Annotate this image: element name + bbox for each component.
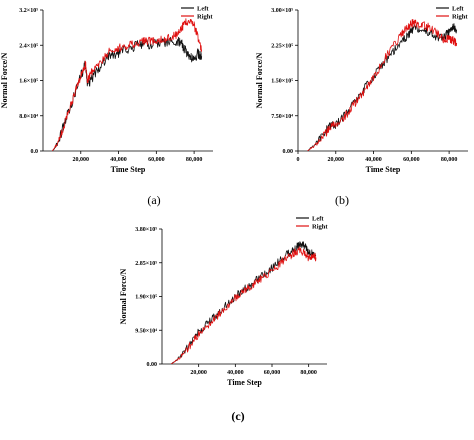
x-axis-title: Time Step xyxy=(227,378,262,387)
y-tick-label: 7.50×10⁴ xyxy=(271,114,293,120)
x-tick-label: 20,000 xyxy=(190,370,207,376)
legend-label-right: Right xyxy=(452,13,468,20)
series-line-left xyxy=(307,23,458,151)
x-tick-label: 60,000 xyxy=(148,157,165,163)
y-axis-title: Normal Force/N xyxy=(255,52,264,108)
y-tick-label: 1.90×10⁵ xyxy=(135,295,157,301)
x-tick-label: 80,000 xyxy=(441,157,458,163)
panel-caption: (c) xyxy=(231,409,244,423)
y-tick-label: 9.50×10⁴ xyxy=(135,328,157,334)
y-tick-label: 3.80×10⁵ xyxy=(135,227,157,233)
x-tick-label: 40,000 xyxy=(365,157,382,163)
y-tick-label: 3.2×10⁵ xyxy=(19,8,38,14)
y-axis-title: Normal Force/N xyxy=(0,52,9,108)
x-tick-label: 60,000 xyxy=(403,157,420,163)
series-line-left xyxy=(170,241,317,364)
y-tick-label: 0.00 xyxy=(147,362,158,368)
series-line-right xyxy=(52,18,203,151)
legend-label-right: Right xyxy=(197,13,213,20)
y-tick-label: 8.0×10⁴ xyxy=(19,114,38,120)
series-line-right xyxy=(170,246,317,364)
y-tick-label: 0.0 xyxy=(31,149,39,155)
x-tick-label: 80,000 xyxy=(300,370,317,376)
y-tick-label: 1.50×10⁵ xyxy=(271,79,293,85)
x-tick-label: 80,000 xyxy=(186,157,203,163)
panel-caption: (a) xyxy=(147,193,160,207)
series-line-right xyxy=(307,19,458,151)
x-tick-label: 0 xyxy=(297,157,300,163)
y-tick-label: 1.6×10⁵ xyxy=(19,79,38,85)
y-tick-label: 3.00×10⁵ xyxy=(271,8,293,14)
legend-label-left: Left xyxy=(452,5,464,12)
y-tick-label: 2.4×10⁵ xyxy=(19,43,38,49)
x-tick-label: 40,000 xyxy=(110,157,127,163)
y-tick-label: 2.85×10⁵ xyxy=(135,261,157,267)
x-tick-label: 20,000 xyxy=(328,157,345,163)
chart-panel-1: 20,000 40,000 60,000 80,000 0.0 8.0×10⁴ 1.6×10… xyxy=(0,5,213,207)
x-tick-label: 60,000 xyxy=(264,370,281,376)
chart-panel-2: 0 20,000 40,000 60,000 80,000 0.00 7.50×10⁴ 1.5… xyxy=(255,5,468,207)
chart-panel-3: 20,000 40,000 60,000 80,000 0.00 9.50×10⁴ 1.90… xyxy=(119,215,328,423)
x-axis-title: Time Step xyxy=(111,165,146,174)
legend-label-left: Left xyxy=(197,5,209,12)
x-tick-label: 40,000 xyxy=(227,370,244,376)
legend-label-right: Right xyxy=(312,223,328,230)
y-axis-title: Normal Force/N xyxy=(119,268,128,324)
x-tick-label: 20,000 xyxy=(73,157,90,163)
y-tick-label: 2.25×10⁵ xyxy=(271,43,293,49)
panel-caption: (b) xyxy=(335,193,349,207)
legend-label-left: Left xyxy=(312,215,324,222)
x-axis-title: Time Step xyxy=(366,165,401,174)
y-tick-label: 0.00 xyxy=(283,149,294,155)
